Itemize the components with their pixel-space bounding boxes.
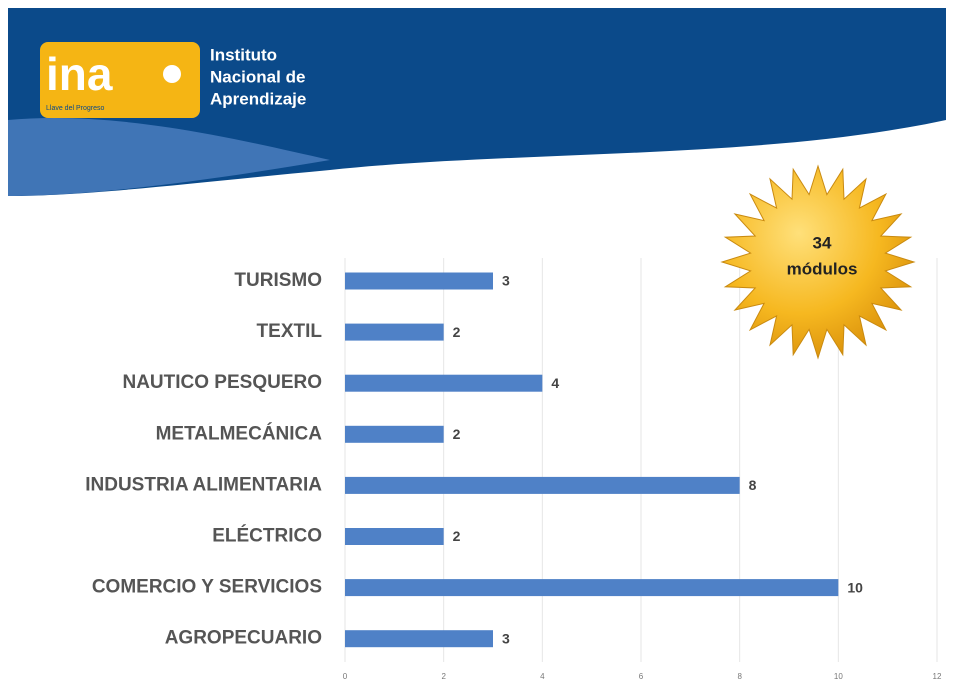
logo: ina [46,48,113,100]
slogan: Llave del Progreso [46,105,104,112]
badge-star [720,164,916,360]
header-wave [8,118,330,196]
y-tick-label: AGROPECUARIO [165,628,322,649]
data-label: 8 [749,477,757,493]
x-tick-label: 6 [639,672,644,681]
data-label: 2 [453,426,461,442]
data-label: 3 [502,273,510,289]
x-tick-label: 2 [441,672,446,681]
x-tick-label: 0 [343,672,348,681]
logo-keyhole [163,65,181,83]
badge-label: módulos [787,259,858,278]
bar [345,323,444,341]
logo-box [40,42,200,118]
y-tick-label: ELÉCTRICO [212,525,322,547]
y-tick-label: INDUSTRIA ALIMENTARIA [85,474,322,495]
y-tick-label: COMERCIO Y SERVICIOS [92,577,322,598]
x-tick-label: 12 [933,672,942,681]
data-label: 10 [847,579,863,595]
y-tick-label: TEXTIL [257,321,323,342]
data-label: 2 [453,528,461,544]
x-tick-label: 4 [540,672,545,681]
badge-number: 34 [813,233,832,252]
y-tick-label: METALMECÁNICA [156,422,323,444]
bar [345,630,493,648]
data-label: 3 [502,630,510,646]
bar [345,425,444,443]
x-tick-label: 10 [834,672,843,681]
data-label: 4 [551,375,559,391]
y-tick-label: TURISMO [234,270,322,291]
bar [345,272,493,290]
data-label: 2 [453,324,461,340]
institute-name: Nacional de [210,67,305,86]
bar [345,579,839,597]
y-tick-label: NAUTICO PESQUERO [122,372,322,393]
bar [345,374,543,392]
institute-name: Aprendizaje [210,89,306,108]
institute-name: Instituto [210,45,277,64]
bar [345,528,444,545]
x-tick-label: 8 [737,672,742,681]
bar [345,476,740,494]
